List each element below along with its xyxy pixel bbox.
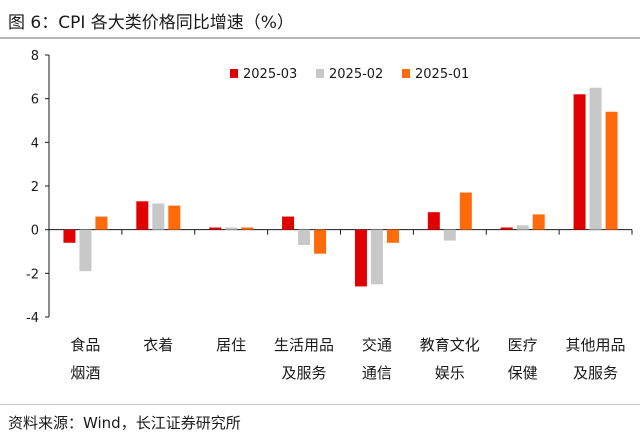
- bar-2025-01-6: [532, 214, 545, 230]
- y-tick-label: 6: [31, 93, 39, 108]
- bar-2025-02-0: [79, 229, 92, 272]
- bar-2025-03-1: [136, 201, 149, 230]
- y-tick-label: 8: [31, 49, 39, 64]
- bar-2025-02-2: [225, 227, 238, 230]
- legend-label: 2025-03: [243, 67, 297, 82]
- bar-2025-03-0: [63, 229, 76, 243]
- x-category-label: 居住: [216, 336, 246, 354]
- bar-2025-01-1: [168, 205, 181, 230]
- axis-layer: -4 -2 0 2 4 6 8: [26, 49, 633, 326]
- x-category-label: 交通: [362, 336, 392, 354]
- x-category-label: 烟酒: [70, 364, 100, 382]
- title-divider: [0, 37, 640, 39]
- bar-2025-02-4: [370, 229, 383, 285]
- x-category-label: 及服务: [282, 364, 327, 382]
- bar-2025-01-4: [386, 229, 399, 243]
- legend: 2025-03 2025-02 2025-01: [230, 67, 469, 82]
- x-category-label: 衣着: [143, 336, 173, 354]
- x-category-label: 通信: [362, 364, 392, 382]
- bar-2025-03-2: [209, 227, 222, 230]
- bar-2025-01-3: [314, 229, 327, 254]
- y-tick-label: -2: [26, 267, 39, 282]
- source-note: 资料来源：Wind，长江证券研究所: [8, 414, 241, 432]
- bar-layer: [63, 87, 618, 287]
- figure-title: 图 6：CPI 各大类价格同比增速（%）: [8, 13, 294, 33]
- bar-2025-01-2: [241, 227, 254, 230]
- bar-2025-02-3: [298, 229, 311, 245]
- x-category-label: 食品: [70, 336, 100, 354]
- bar-2025-02-6: [516, 225, 529, 230]
- bar-2025-03-5: [427, 212, 440, 230]
- x-category-label: 保健: [508, 364, 538, 382]
- y-tick-label: 2: [31, 180, 39, 195]
- bar-2025-03-7: [573, 94, 586, 230]
- bar-2025-03-4: [354, 229, 367, 287]
- legend-swatch: [316, 69, 324, 78]
- x-category-label: 医疗: [508, 336, 538, 354]
- y-tick-label: -4: [26, 311, 39, 326]
- bar-2025-03-6: [500, 227, 513, 230]
- x-category-label: 其他用品: [566, 336, 626, 354]
- y-tick-label: 4: [31, 136, 39, 151]
- bar-2025-02-1: [152, 203, 165, 230]
- legend-swatch: [230, 69, 238, 78]
- legend-label: 2025-01: [415, 67, 469, 82]
- x-category-label: 教育文化: [420, 336, 480, 354]
- bar-2025-03-3: [282, 216, 295, 230]
- y-tick-label: 0: [31, 224, 39, 239]
- source-divider: [0, 404, 640, 405]
- bar-2025-01-0: [95, 216, 108, 230]
- bar-2025-01-5: [459, 192, 472, 230]
- bar-2025-02-5: [443, 229, 456, 241]
- bar-2025-02-7: [589, 87, 602, 230]
- x-category-label: 及服务: [573, 364, 618, 382]
- x-category-label: 娱乐: [435, 364, 465, 382]
- bar-2025-01-7: [605, 111, 618, 230]
- legend-swatch: [402, 69, 410, 78]
- legend-label: 2025-02: [329, 67, 383, 82]
- x-category-label: 生活用品: [274, 336, 334, 354]
